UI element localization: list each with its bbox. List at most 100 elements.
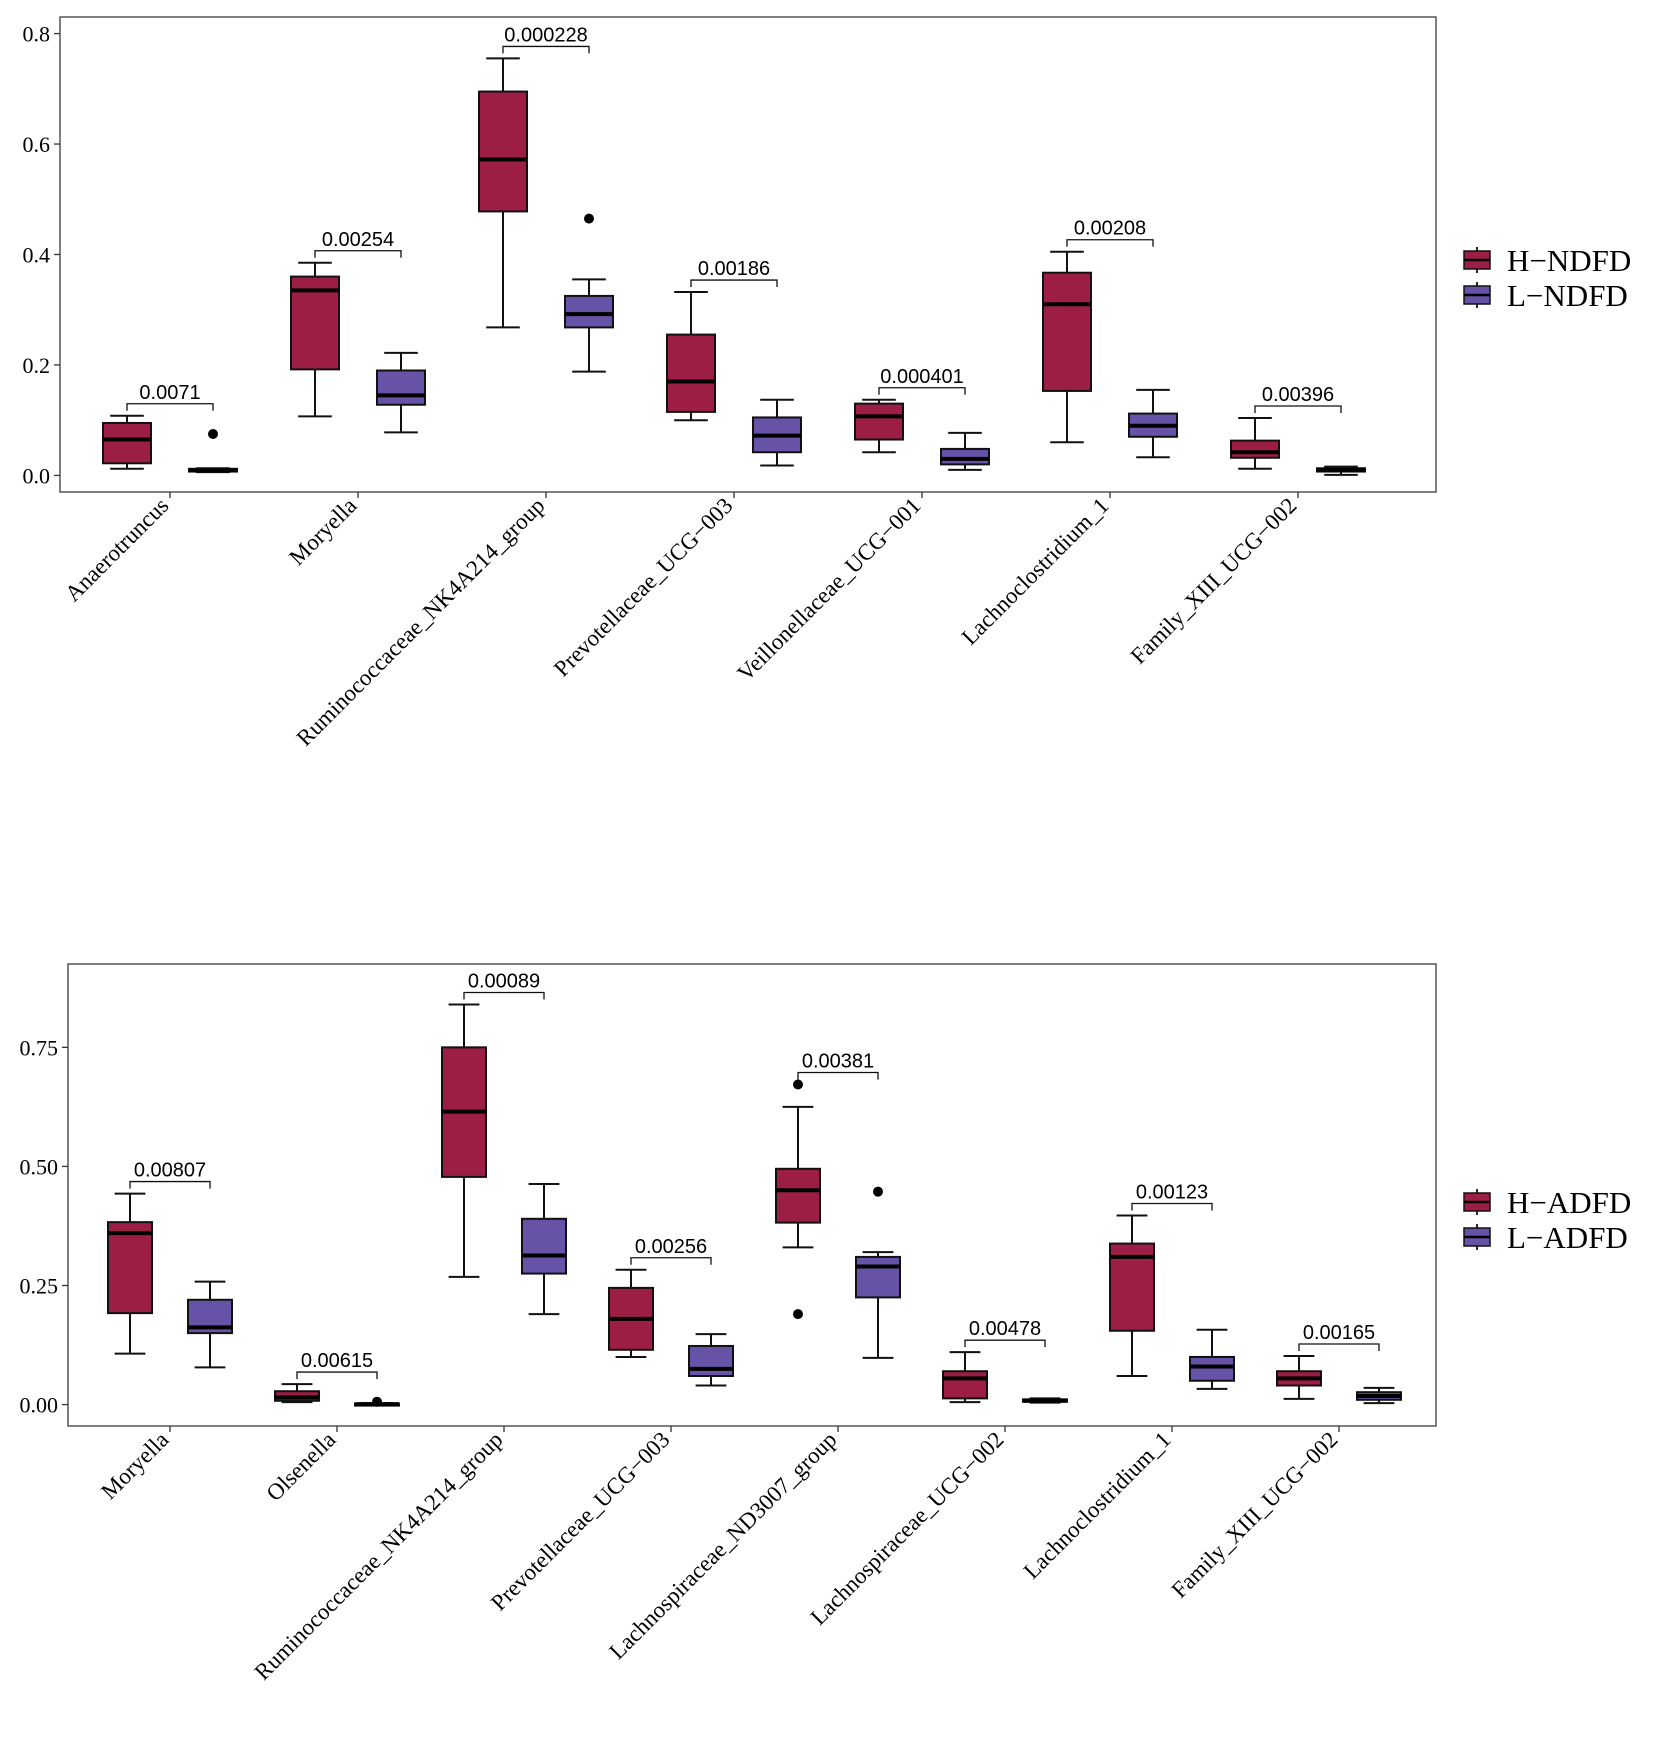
bracket-line	[126, 403, 214, 411]
plot-panel	[67, 963, 1437, 1427]
bracket-line	[1298, 1343, 1380, 1351]
p-value-label: 0.00807	[134, 1160, 206, 1182]
bracket-line	[964, 1339, 1046, 1348]
y-tick-label: 0.8	[23, 22, 51, 47]
outlier-point	[793, 1309, 803, 1320]
box-iqr	[940, 447, 990, 466]
boxplot-l-group	[855, 1186, 901, 1359]
p-value-label: 0.00208	[1074, 218, 1146, 240]
x-tick-label: Prevotellaceae_UCG−003	[486, 1427, 675, 1616]
boxplot-l-group	[521, 1183, 567, 1316]
chart-ndfd: 0.0 0.2 0.4 0.6 0.8 0.0071 Anaerotruncus 0.0025…	[23, 16, 1631, 751]
boxplot-h-group	[608, 1268, 654, 1358]
boxplot-l-group	[376, 351, 426, 434]
p-value-label: 0.00396	[1262, 384, 1334, 406]
box-iqr	[376, 369, 426, 406]
boxplot-l-group	[564, 213, 614, 373]
legend-label: L−NDFD	[1507, 278, 1628, 313]
outlier-point	[208, 429, 218, 440]
bracket-line	[1254, 405, 1342, 413]
p-value-label: 0.000228	[504, 24, 587, 46]
boxplot-h-group	[478, 57, 528, 329]
boxplot-h-group	[1109, 1214, 1155, 1377]
significance-bracket: 0.00615	[296, 1350, 378, 1380]
y-tick-label: 0.0	[23, 463, 51, 488]
legend-label: L−ADFD	[1507, 1220, 1628, 1255]
x-tick-label: Family_XIII_UCG−002	[1126, 493, 1302, 669]
boxplot-h-group	[102, 414, 152, 470]
p-value-label: 0.00089	[468, 970, 540, 992]
legend-label: H−NDFD	[1507, 243, 1631, 278]
significance-bracket: 0.00807	[129, 1160, 211, 1189]
boxplot-l-group	[354, 1396, 400, 1407]
boxplot-h-group	[1042, 250, 1092, 444]
bracket-line	[690, 279, 778, 288]
significance-bracket: 0.00381	[797, 1051, 879, 1080]
boxplot-l-group	[1128, 388, 1178, 459]
box-iqr	[478, 90, 528, 213]
bracket-line	[502, 45, 590, 54]
boxplot-l-group	[688, 1333, 734, 1387]
box-iqr	[666, 333, 716, 413]
legend-label: H−ADFD	[1507, 1185, 1631, 1220]
outlier-point	[372, 1396, 382, 1407]
x-tick-label: Lachnoclostridium_1	[957, 493, 1114, 650]
box-iqr	[855, 1255, 901, 1299]
boxplot-h-group	[290, 261, 340, 418]
significance-bracket: 0.00256	[630, 1236, 712, 1265]
boxplot-l-group	[1022, 1397, 1068, 1404]
p-value-label: 0.00381	[802, 1051, 874, 1073]
x-tick-label: Family_XIII_UCG−002	[1167, 1427, 1343, 1603]
y-tick-label: 0.2	[23, 353, 51, 378]
bracket-line	[129, 1180, 211, 1189]
boxplot-h-group	[274, 1383, 320, 1404]
significance-bracket: 0.00208	[1066, 218, 1154, 247]
chart-adfd: 0.00 0.25 0.50 0.75 0.00807 Moryella 0.00615 Ol…	[20, 963, 1631, 1685]
boxplot-l-group	[188, 429, 238, 474]
p-value-label: 0.00165	[1303, 1322, 1375, 1344]
boxplot-h-group	[775, 1079, 821, 1320]
plot-panel	[59, 16, 1437, 493]
x-tick-label: Moryella	[96, 1427, 173, 1504]
boxplot-h-group	[942, 1351, 988, 1404]
boxplot-h-group	[1230, 416, 1280, 470]
x-tick-label: Olsenella	[261, 1427, 340, 1506]
outlier-point	[873, 1186, 883, 1197]
outlier-point	[584, 213, 594, 224]
bracket-line	[1131, 1202, 1213, 1211]
bracket-line	[878, 387, 966, 395]
p-value-label: 0.00615	[301, 1350, 373, 1372]
p-value-label: 0.00254	[322, 229, 394, 251]
x-tick-label: Lachnoclostridium_1	[1019, 1427, 1176, 1584]
box-iqr	[1230, 439, 1280, 459]
bracket-line	[314, 250, 402, 258]
boxplot-h-group	[107, 1192, 153, 1355]
boxplot-l-group	[1356, 1386, 1402, 1405]
box-iqr	[775, 1167, 821, 1224]
box-iqr	[1189, 1355, 1235, 1382]
significance-bracket: 0.00186	[690, 258, 778, 288]
boxplot-h-group	[1276, 1354, 1322, 1400]
significance-bracket: 0.00396	[1254, 384, 1342, 413]
y-tick-label: 0.00	[20, 1393, 59, 1418]
p-value-label: 0.00256	[635, 1236, 707, 1258]
significance-bracket: 0.00123	[1131, 1181, 1213, 1211]
p-value-label: 0.000401	[880, 366, 963, 388]
bracket-line	[296, 1371, 378, 1380]
box-iqr	[107, 1221, 153, 1315]
outlier-point	[793, 1079, 803, 1090]
significance-bracket: 0.00165	[1298, 1322, 1380, 1351]
y-tick-label: 0.4	[23, 243, 51, 268]
box-iqr	[521, 1217, 567, 1275]
y-tick-label: 0.50	[20, 1154, 59, 1179]
bracket-line	[630, 1257, 712, 1265]
significance-bracket: 0.00478	[964, 1318, 1046, 1348]
bracket-line	[1066, 239, 1154, 247]
x-tick-label: Prevotellaceae_UCG−003	[549, 493, 738, 682]
boxplot-h-group	[854, 398, 904, 454]
box-iqr	[1042, 271, 1092, 392]
x-tick-label: Moryella	[284, 493, 361, 570]
significance-bracket: 0.000228	[502, 24, 590, 54]
y-tick-label: 0.25	[20, 1273, 59, 1298]
